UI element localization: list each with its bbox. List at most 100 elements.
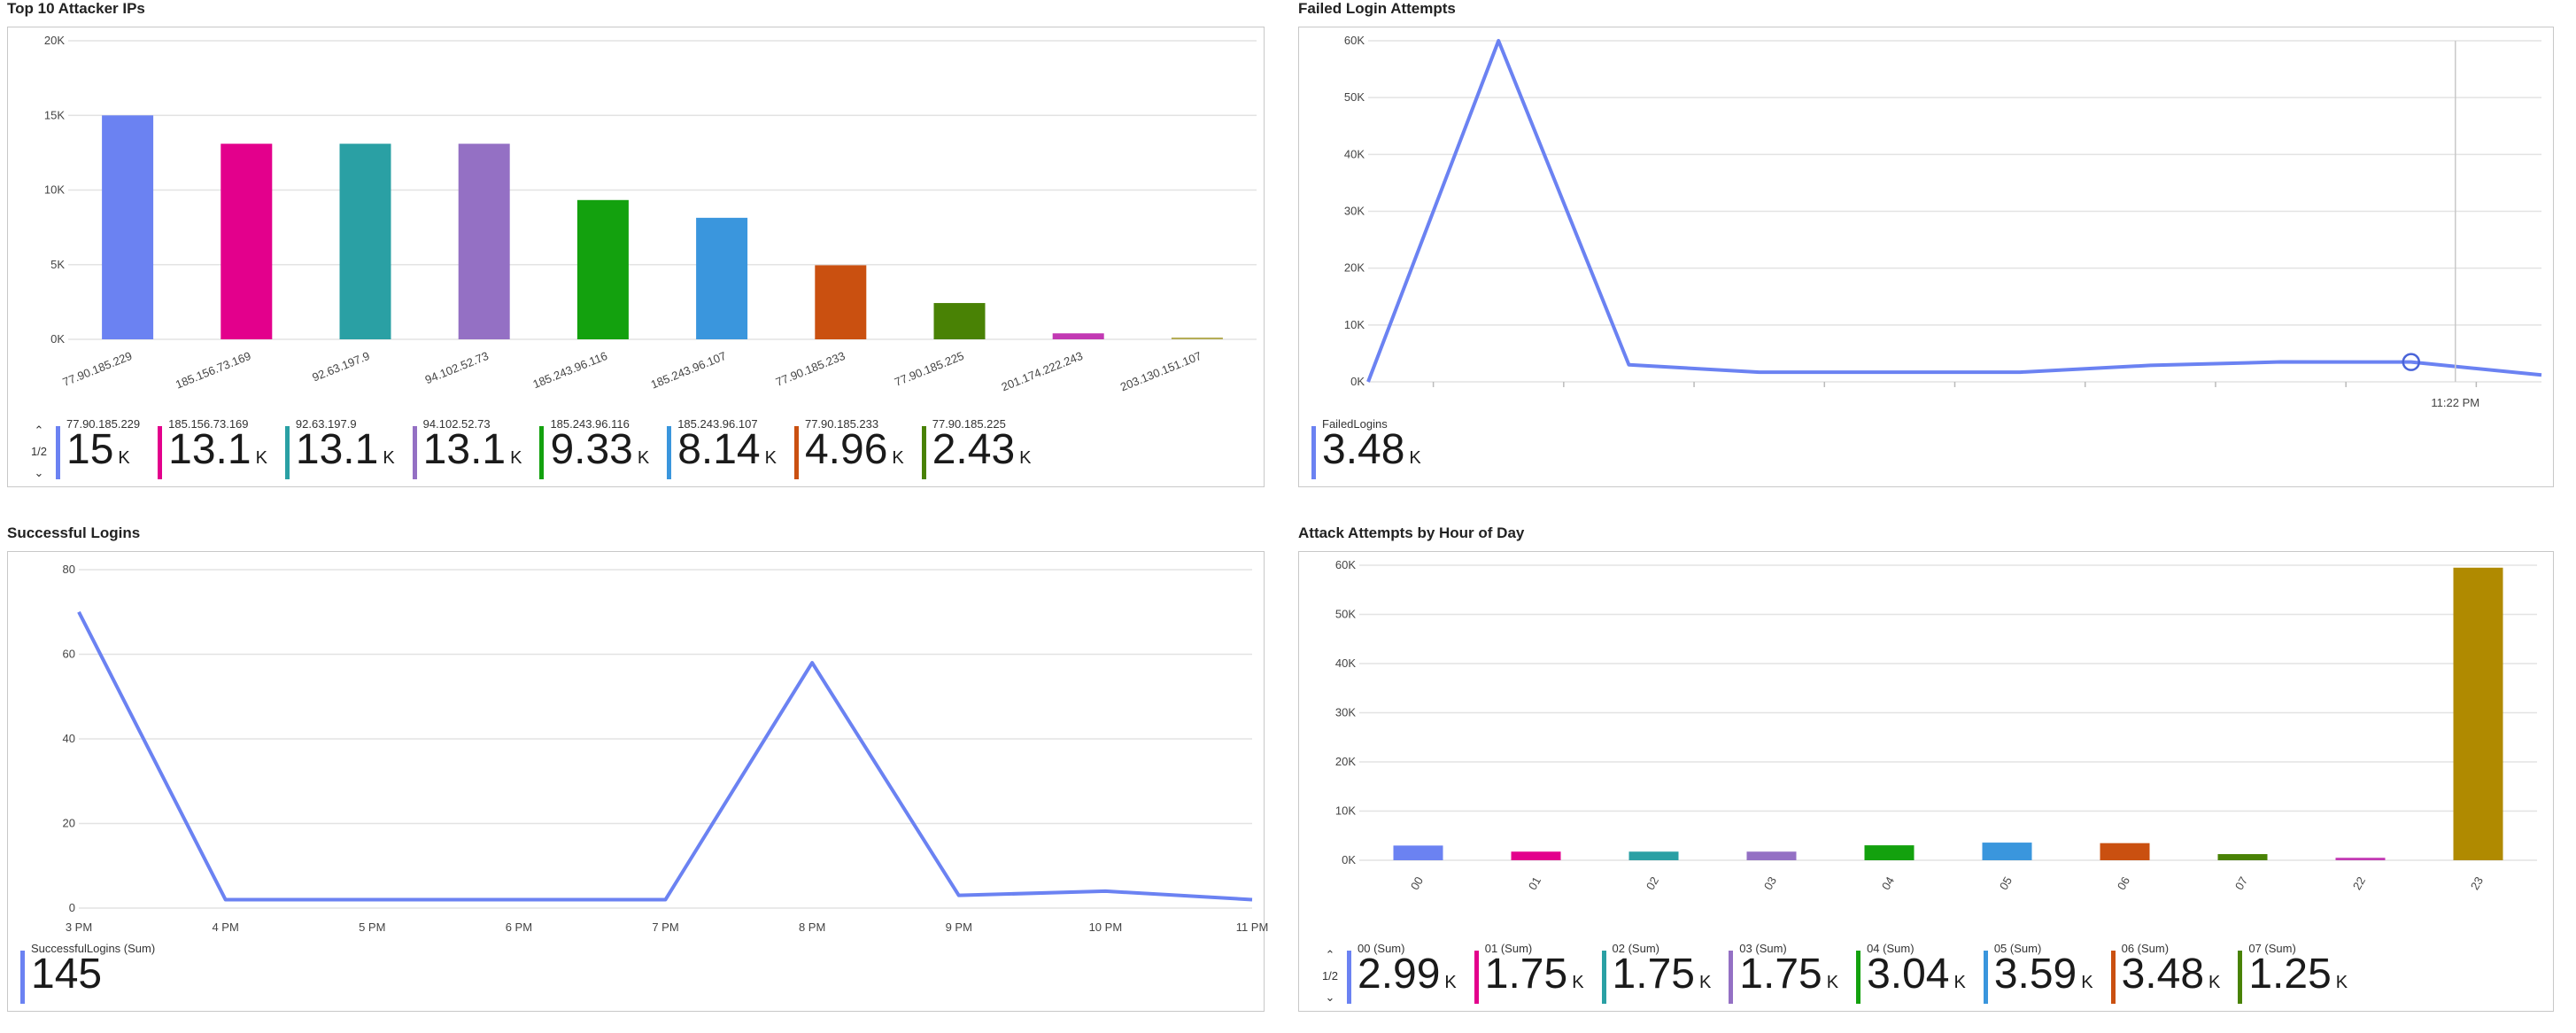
y-tick-label: 30K xyxy=(1344,205,1365,218)
legend-unit: K xyxy=(510,448,522,468)
chevron-up-icon[interactable]: ⌃ xyxy=(34,423,44,437)
legend-value-row: 13.1 K xyxy=(296,429,395,479)
x-tick-label: 3 PM xyxy=(66,920,92,934)
x-tick-label: 201.174.222.243 xyxy=(1000,349,1085,393)
tile-successful-logins[interactable]: Successful Logins 0 20 40 60 80 3 PM 4 PM 5 PM 6… xyxy=(7,524,1268,1016)
bar[interactable] xyxy=(1628,851,1679,860)
x-tick-label: 4 PM xyxy=(212,920,238,934)
series-line[interactable] xyxy=(1366,39,2542,383)
x-tick-label: 07 xyxy=(2232,874,2250,892)
legend-swatch xyxy=(1601,951,1606,1004)
hover-point-marker[interactable] xyxy=(2402,353,2421,371)
bar[interactable] xyxy=(2217,854,2268,860)
x-tick-label: 01 xyxy=(1526,874,1543,892)
legend-series-name: 185.156.73.169 xyxy=(168,417,249,431)
tile-frame: 0 20 40 60 80 3 PM 4 PM 5 PM 6 PM 7 PM 8 PM 9 PM 10 … xyxy=(7,551,1268,1012)
bar[interactable] xyxy=(1511,851,1561,860)
legend-pager[interactable]: ⌃ 1/2 ⌄ xyxy=(1315,949,1345,1004)
tile-top-attacker-ips[interactable]: Top 10 Attacker IPs 0K 5K 10K 15K 20K 77.90.1… xyxy=(7,0,1265,492)
bar[interactable] xyxy=(1052,333,1104,339)
legend-swatch xyxy=(1729,951,1734,1004)
legend-value: 1.25 xyxy=(2248,951,2332,998)
legend-item[interactable]: 00 (Sum) 2.99 K xyxy=(1347,943,1457,1004)
legend-item[interactable]: FailedLogins 3.48 K xyxy=(1311,418,1421,479)
bar[interactable] xyxy=(339,144,391,339)
x-tick-label: 03 xyxy=(1761,874,1779,892)
y-tick-label: 0K xyxy=(50,332,65,346)
legend-swatch xyxy=(1311,426,1316,479)
series-line[interactable] xyxy=(77,610,1253,902)
legend-text: 04 (Sum) 3.04 K xyxy=(1867,943,1966,1004)
legend-item[interactable]: 07 (Sum) 1.25 K xyxy=(2238,943,2348,1004)
legend-series-name: 77.90.185.225 xyxy=(932,417,1006,431)
legend-text: 77.90.185.225 2.43 K xyxy=(932,418,1032,479)
bar[interactable] xyxy=(933,303,986,339)
legend-text: 185.243.96.107 8.14 K xyxy=(677,418,777,479)
chevron-down-icon[interactable]: ⌄ xyxy=(1325,990,1335,1004)
legend-item[interactable]: 04 (Sum) 3.04 K xyxy=(1856,943,1966,1004)
legend-text: 185.243.96.116 9.33 K xyxy=(550,418,650,479)
x-tick-label: 77.90.185.233 xyxy=(774,349,847,389)
legend-value: 13.1 xyxy=(422,426,507,473)
legend-item[interactable]: 77.90.185.233 4.96 K xyxy=(793,418,904,479)
legend-text: 94.102.52.73 13.1 K xyxy=(422,418,522,479)
y-tick-label: 40K xyxy=(1344,147,1365,160)
bar[interactable] xyxy=(1864,845,1915,860)
legend-value-row: 3.04 K xyxy=(1867,953,1966,1004)
legend-text: 02 (Sum) 1.75 K xyxy=(1613,943,1712,1004)
legend-value-row: 3.48 K xyxy=(1322,429,1421,479)
bar[interactable] xyxy=(2100,843,2150,860)
legend-swatch xyxy=(56,426,60,479)
chevron-down-icon[interactable]: ⌄ xyxy=(34,466,44,479)
legend-item[interactable]: 06 (Sum) 3.48 K xyxy=(2110,943,2220,1004)
tile-title: Successful Logins xyxy=(7,524,141,541)
bar[interactable] xyxy=(102,115,154,339)
y-tick-label: 60K xyxy=(1344,34,1365,47)
bar[interactable] xyxy=(1393,845,1443,860)
legend-item[interactable]: 77.90.185.225 2.43 K xyxy=(921,418,1032,479)
legend-pager[interactable]: ⌃ 1/2 ⌄ xyxy=(24,424,54,479)
legend-item[interactable]: 05 (Sum) 3.59 K xyxy=(1983,943,2093,1004)
legend-item[interactable]: 92.63.197.9 13.1 K xyxy=(284,418,395,479)
legend-item[interactable]: SuccessfulLogins (Sum) 145 xyxy=(20,943,155,1004)
bar[interactable] xyxy=(1982,843,2032,860)
x-tick-label: 77.90.185.229 xyxy=(61,349,135,389)
legend-item[interactable]: 03 (Sum) 1.75 K xyxy=(1729,943,1838,1004)
bar[interactable] xyxy=(220,144,273,339)
legend-items: SuccessfulLogins (Sum) 145 xyxy=(20,943,173,1004)
legend-series-name: 01 (Sum) xyxy=(1484,942,1533,955)
chevron-up-icon[interactable]: ⌃ xyxy=(1325,948,1335,961)
bar[interactable] xyxy=(576,199,629,339)
legend-value: 2.43 xyxy=(932,426,1016,473)
legend-item[interactable]: 185.243.96.116 9.33 K xyxy=(539,418,650,479)
legend-series-name: 07 (Sum) xyxy=(2248,942,2296,955)
legend-value-row: 145 xyxy=(31,953,155,1004)
x-tick-label: 02 xyxy=(1644,874,1661,892)
legend-unit: K xyxy=(1409,448,1421,468)
x-tick-label: 00 xyxy=(1408,874,1426,892)
legend-series-name: 02 (Sum) xyxy=(1612,942,1659,955)
legend-item[interactable]: 77.90.185.229 15 K xyxy=(56,418,140,479)
bar[interactable] xyxy=(458,144,510,339)
bar[interactable] xyxy=(696,217,748,339)
legend-item[interactable]: 94.102.52.73 13.1 K xyxy=(412,418,522,479)
legend-item[interactable]: 01 (Sum) 1.75 K xyxy=(1474,943,1584,1004)
legend-unit: K xyxy=(637,448,650,468)
legend-swatch xyxy=(2110,951,2116,1004)
legend-series-name: 06 (Sum) xyxy=(2121,942,2170,955)
legend-swatch xyxy=(1474,951,1479,1004)
legend-value: 3.59 xyxy=(1993,951,2077,998)
tile-failed-login-attempts[interactable]: Failed Login Attempts 0K 10K 20K 30K 40K 50K 6… xyxy=(1298,0,2554,492)
legend-page-indicator: 1/2 xyxy=(30,445,48,458)
bar[interactable] xyxy=(1171,338,1223,339)
tile-frame: 0K 10K 20K 30K 40K 50K 60K 11:22 PM FailedLogin… xyxy=(1298,27,2554,487)
tile-attack-attempts-by-hour[interactable]: Attack Attempts by Hour of Day 0K 10K 20K 3… xyxy=(1298,524,2554,1016)
legend-item[interactable]: 185.243.96.107 8.14 K xyxy=(667,418,777,479)
legend-value: 13.1 xyxy=(295,426,379,473)
bar[interactable] xyxy=(2453,567,2503,860)
legend-item[interactable]: 02 (Sum) 1.75 K xyxy=(1601,943,1712,1004)
bar[interactable] xyxy=(815,265,867,339)
bar[interactable] xyxy=(2335,858,2386,860)
bar[interactable] xyxy=(1746,851,1797,860)
legend-item[interactable]: 185.156.73.169 13.1 K xyxy=(158,418,267,479)
